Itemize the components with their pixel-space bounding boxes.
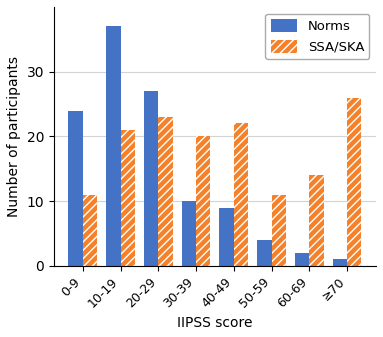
Bar — [196, 136, 210, 266]
Bar — [333, 259, 347, 266]
Bar — [121, 130, 135, 266]
Bar — [158, 117, 173, 266]
Bar — [83, 195, 97, 266]
Bar — [69, 111, 83, 266]
Bar — [347, 98, 362, 266]
Bar — [295, 253, 309, 266]
Bar — [272, 195, 286, 266]
Bar — [219, 208, 234, 266]
X-axis label: IIPSS score: IIPSS score — [177, 316, 253, 330]
Bar — [234, 123, 248, 266]
Legend: Norms, SSA/SKA: Norms, SSA/SKA — [265, 13, 370, 59]
Bar — [309, 175, 324, 266]
Bar — [106, 26, 121, 266]
Bar — [182, 201, 196, 266]
Bar — [257, 240, 272, 266]
Bar — [144, 91, 158, 266]
Y-axis label: Number of participants: Number of participants — [7, 56, 21, 217]
